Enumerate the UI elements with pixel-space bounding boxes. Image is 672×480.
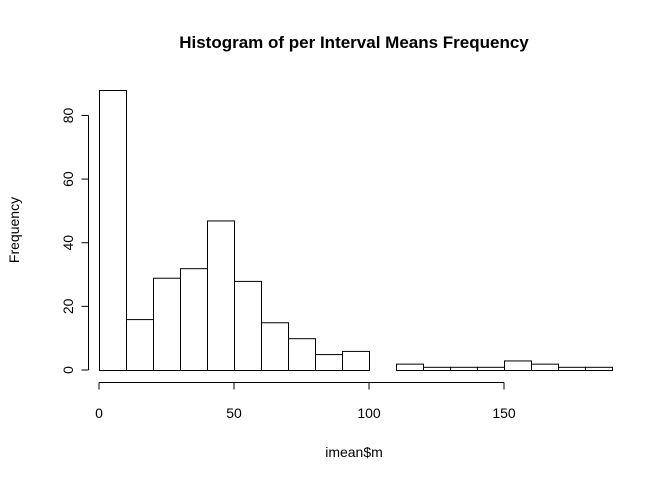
y-axis: 0 20 40 60 80 [60, 107, 89, 374]
bars-group [99, 90, 613, 372]
histogram-bar [558, 366, 586, 372]
histogram-bar [477, 366, 505, 372]
x-axis: 0 50 100 150 [95, 382, 516, 421]
histogram-bar [450, 366, 478, 372]
histogram-bar [99, 90, 127, 371]
histogram-bar [396, 363, 424, 372]
histogram-bar [504, 360, 532, 372]
x-tick-label: 0 [95, 405, 103, 421]
histogram-bar [585, 366, 613, 372]
histogram-bar [234, 280, 262, 371]
x-axis-label: imean$m [325, 444, 383, 460]
histogram-bar [288, 338, 316, 371]
histogram-bar [153, 277, 181, 372]
histogram-bar [531, 363, 559, 372]
histogram-bar [180, 268, 208, 371]
histogram-bar [423, 366, 451, 372]
x-tick-label: 50 [226, 405, 242, 421]
y-tick-label: 80 [60, 107, 76, 123]
x-tick-label: 150 [492, 405, 516, 421]
y-axis-label: Frequency [6, 197, 22, 263]
y-tick-label: 40 [60, 235, 76, 251]
y-tick-label: 0 [60, 366, 76, 374]
y-tick-label: 60 [60, 171, 76, 187]
histogram-bar [342, 350, 370, 372]
x-tick-label: 100 [357, 405, 381, 421]
chart-title: Histogram of per Interval Means Frequenc… [179, 33, 529, 52]
histogram-bar [315, 354, 343, 371]
histogram-bar [207, 220, 235, 371]
histogram-bar [126, 319, 154, 371]
histogram-bar [261, 322, 289, 371]
y-tick-label: 20 [60, 298, 76, 314]
